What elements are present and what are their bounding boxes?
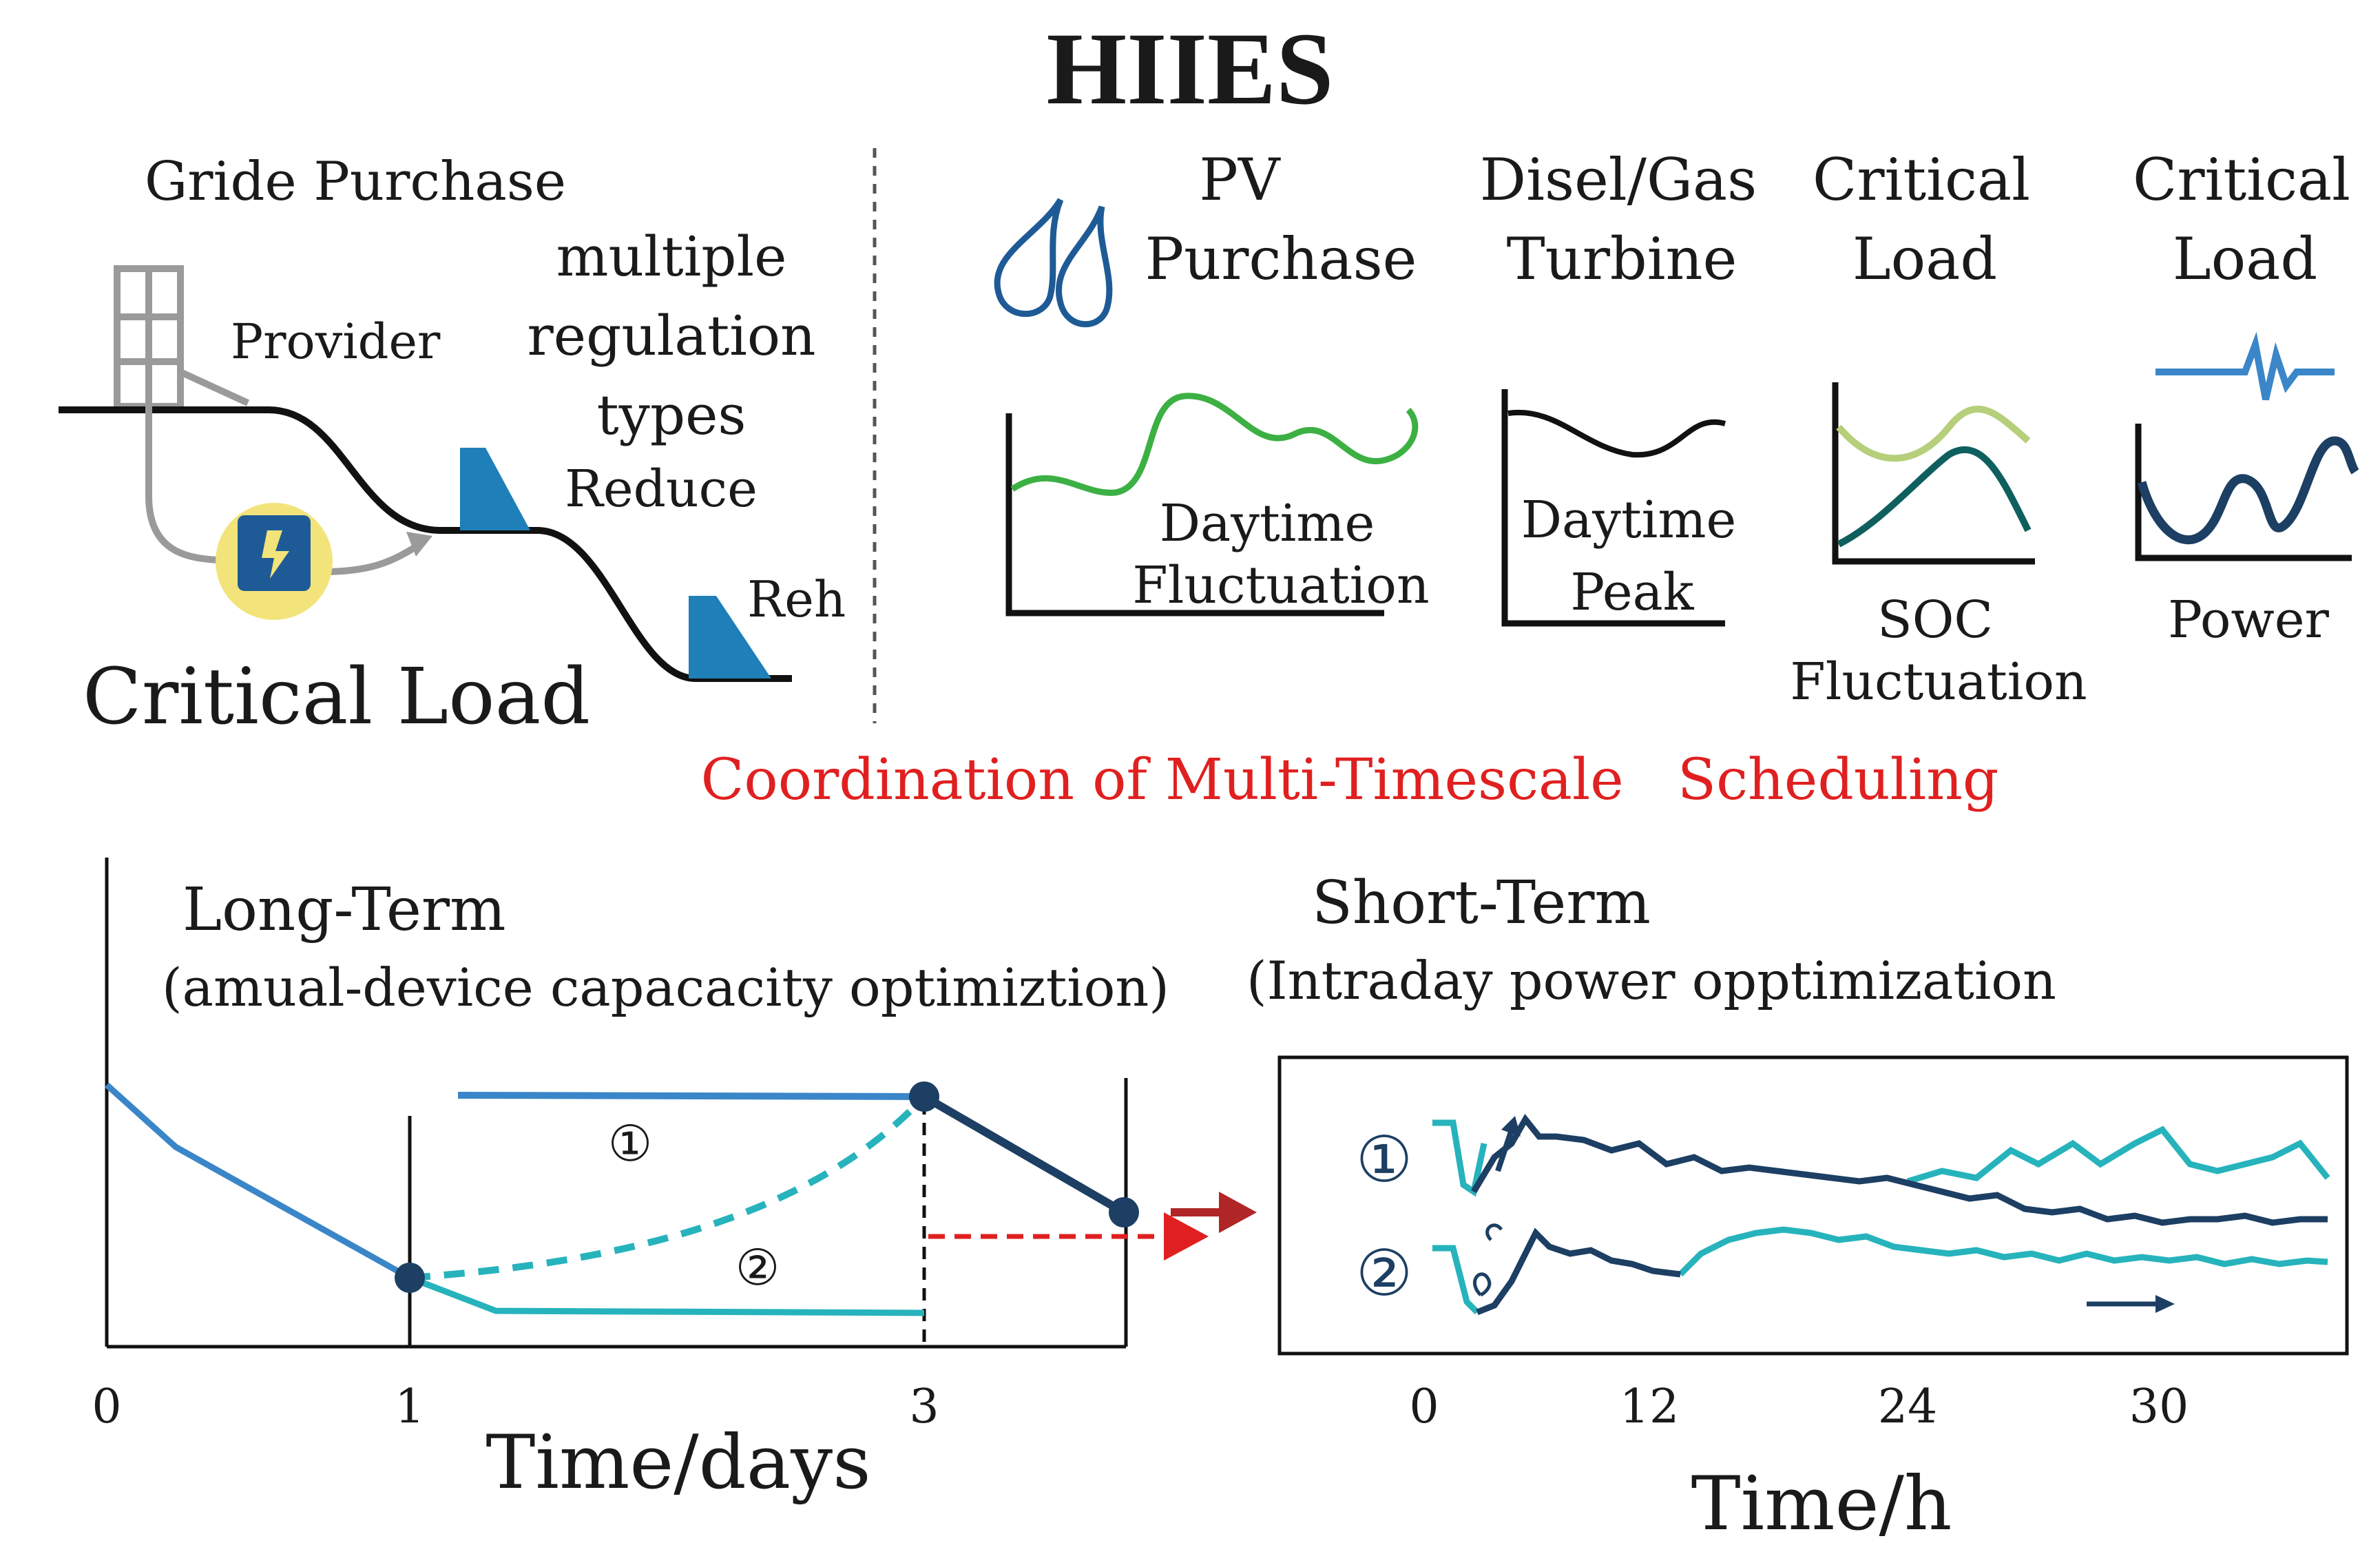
power-signal-icon xyxy=(2155,331,2335,401)
reh-label: Reh xyxy=(747,570,846,628)
short-term-subtitle: (Intraday power opptimization xyxy=(1246,950,2056,1011)
coordination-heading: Coordination of Multi-Timescale Scheduli… xyxy=(701,747,1999,813)
short-term-title: Short-Term xyxy=(1312,869,1651,937)
long-term-final-segment xyxy=(921,1092,1127,1216)
short-term-spiral-icon xyxy=(1472,1223,1503,1297)
critical-load-label: Critical Load xyxy=(83,652,590,742)
left-panel: Gride Purchase Provider multiple regulat… xyxy=(59,151,846,742)
long-term-tick-1: 1 xyxy=(395,1380,424,1434)
turbine-heading-line1: Disel/Gas xyxy=(1480,146,1757,214)
short-term-tick-30: 30 xyxy=(2129,1380,2189,1434)
pv-heading-line2: Purchase xyxy=(1145,225,1417,293)
types-label: types xyxy=(597,383,747,447)
diagram-title: HIIES xyxy=(1047,12,1334,126)
long-term-x-label: Time/days xyxy=(486,1420,870,1506)
short-term-row1-navy-line xyxy=(1471,1114,2328,1226)
short-term-row1-teal-line xyxy=(1432,1119,2330,1197)
long-term-tick-0: 0 xyxy=(92,1380,121,1434)
regulation-block-2 xyxy=(689,596,771,678)
provider-label: Provider xyxy=(231,313,441,370)
long-term-title: Long-Term xyxy=(182,876,506,944)
long-term-dashed-transition xyxy=(409,1094,927,1281)
soc-caption-line1: SOC xyxy=(1877,590,1993,650)
transfer-arrow-dashed-head xyxy=(1164,1212,1209,1261)
long-term-day1-node xyxy=(395,1263,425,1293)
power-line xyxy=(2137,436,2359,545)
turbine-peak-line xyxy=(1507,409,1726,458)
long-term-decline-line xyxy=(104,1082,412,1281)
soc-upper-line xyxy=(1836,405,2031,462)
turbine-caption-line2: Peak xyxy=(1570,563,1694,622)
regulation-label: regulation xyxy=(527,304,815,368)
short-term-row1-label: ① xyxy=(1356,1123,1412,1196)
long-term-tick-3: 3 xyxy=(909,1380,939,1434)
long-term-chart: Long-Term (amual-device capacacity optim… xyxy=(92,858,1169,1506)
pv-fluctuation-line xyxy=(1010,393,1419,496)
long-term-path-1-line xyxy=(457,1092,925,1100)
long-term-path-2-label: ② xyxy=(735,1239,780,1296)
short-term-x-label: Time/h xyxy=(1691,1461,1952,1547)
short-term-row2-teal-line xyxy=(1432,1226,2328,1315)
long-term-path-2-line xyxy=(408,1274,925,1316)
water-drop-icon xyxy=(994,198,1113,328)
supply-arrow-head xyxy=(406,532,432,557)
right-top-panel: PV Purchase Disel/Gas Turbine Critical L… xyxy=(994,146,2359,712)
pv-heading-line1: PV xyxy=(1199,146,1281,214)
pv-caption-line1: Daytime xyxy=(1160,494,1375,553)
long-term-subtitle: (amual-device capacacity optimiztion) xyxy=(162,957,1169,1018)
short-term-chart: Short-Term (Intraday power opptimization… xyxy=(1246,869,2349,1547)
grid-tower-icon xyxy=(114,265,250,410)
short-term-tick-24: 24 xyxy=(1878,1380,1938,1434)
short-term-tick-12: 12 xyxy=(1620,1380,1680,1434)
critical-load-b-heading-line1: Critical xyxy=(2133,146,2350,214)
short-term-row1-up-arrow xyxy=(1495,1128,1514,1172)
short-term-row2-label: ② xyxy=(1356,1236,1412,1310)
critical-load-a-heading-line2: Load xyxy=(1852,225,1997,293)
short-term-tick-0: 0 xyxy=(1409,1380,1439,1434)
grid-purchase-label: Gride Purchase xyxy=(145,151,566,213)
pv-caption-line2: Fluctuation xyxy=(1132,556,1429,615)
long-term-day3-node xyxy=(909,1081,939,1112)
soc-lower-line xyxy=(1837,446,2032,548)
critical-load-b-heading-line2: Load xyxy=(2173,225,2317,293)
turbine-caption-line1: Daytime xyxy=(1521,490,1737,550)
power-mini-chart: Power xyxy=(2135,331,2359,650)
short-term-row2-navy-line xyxy=(1476,1227,1681,1316)
multiple-label: multiple xyxy=(556,225,787,289)
regulation-block-1 xyxy=(460,448,530,530)
transfer-arrow-solid-head xyxy=(1219,1192,1257,1233)
reduce-label: Reduce xyxy=(565,459,758,519)
turbine-mini-chart: Daytime Peak xyxy=(1501,389,1737,627)
supply-arrow xyxy=(323,541,422,575)
pv-mini-chart: Daytime Fluctuation xyxy=(1005,393,1430,617)
short-term-plot-frame xyxy=(1277,1055,2349,1356)
critical-load-a-heading-line1: Critical xyxy=(1813,146,2030,214)
long-term-path-1-label: ① xyxy=(608,1115,653,1172)
turbine-heading-line2: Turbine xyxy=(1507,225,1737,293)
soc-caption-line2: Fluctuation xyxy=(1790,652,2087,712)
long-term-end-node xyxy=(1109,1197,1139,1227)
power-caption: Power xyxy=(2168,590,2329,650)
soc-mini-chart: SOC Fluctuation xyxy=(1790,382,2087,712)
